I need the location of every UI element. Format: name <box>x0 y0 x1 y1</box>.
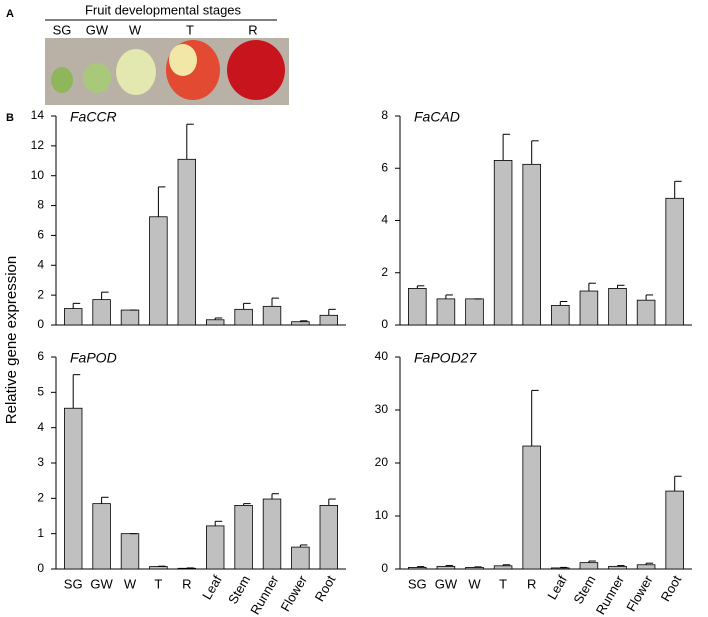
y-tick-label: 1 <box>37 526 44 540</box>
y-tick-label: 5 <box>37 385 44 399</box>
bar <box>92 299 111 326</box>
bar <box>408 567 427 570</box>
fruit-photo <box>45 38 289 105</box>
y-tick-label: 14 <box>31 108 45 122</box>
bar <box>522 445 541 570</box>
x-tick-label: T <box>499 576 507 591</box>
y-axis-label: Relative gene expression <box>3 256 20 424</box>
y-tick-label: 2 <box>37 491 44 505</box>
y-tick-label: 6 <box>381 160 388 174</box>
x-tick-label: Stem <box>225 573 253 607</box>
x-tick-label: GW <box>435 576 458 591</box>
x-tick-label: Root <box>658 572 685 604</box>
x-tick-label: Leaf <box>544 572 570 602</box>
x-tick-label: T <box>154 576 162 591</box>
x-tick-label: R <box>182 576 191 591</box>
bar <box>465 567 484 570</box>
bar <box>120 533 140 570</box>
bar <box>636 564 656 570</box>
y-tick-label: 20 <box>375 455 389 469</box>
x-tick-label: GW <box>90 576 113 591</box>
y-tick-label: 2 <box>37 287 44 301</box>
y-tick-label: 8 <box>381 108 388 122</box>
bar <box>551 305 570 326</box>
y-tick-label: 0 <box>37 317 44 331</box>
panel-a-title: Fruit developmental stages <box>85 2 242 17</box>
bar <box>319 314 339 326</box>
panel-label: B <box>6 112 14 124</box>
y-tick-label: 10 <box>31 168 45 182</box>
x-tick-label: Leaf <box>199 572 225 602</box>
bar <box>436 298 456 326</box>
bar <box>608 288 627 326</box>
y-tick-label: 8 <box>37 198 44 212</box>
y-tick-label: 3 <box>37 455 44 469</box>
y-tick-label: 30 <box>375 402 389 416</box>
stage-label: W <box>129 22 142 37</box>
bar <box>149 216 168 326</box>
bar <box>493 565 513 570</box>
bar <box>665 197 684 326</box>
y-tick-label: 40 <box>375 349 389 363</box>
bar <box>665 490 684 570</box>
bar <box>291 546 310 570</box>
bar <box>234 308 253 326</box>
y-tick-label: 10 <box>375 508 389 522</box>
bar <box>608 565 627 570</box>
y-tick-label: 0 <box>381 561 388 575</box>
stage-label: R <box>248 22 257 37</box>
x-tick-label: Stem <box>570 573 598 607</box>
chart-title: FaPOD <box>70 350 117 366</box>
x-tick-label: SG <box>408 576 427 591</box>
bar <box>291 321 310 326</box>
x-tick-label: Root <box>312 572 339 604</box>
x-tick-label: SG <box>64 576 83 591</box>
x-tick-label: Flower <box>277 572 310 614</box>
bar <box>465 298 484 326</box>
bar <box>408 288 427 326</box>
chart-title: FaPOD27 <box>414 350 477 366</box>
bar <box>63 308 83 326</box>
stage-label: SG <box>53 22 72 37</box>
bar <box>579 290 599 326</box>
x-tick-label: Flower <box>623 572 656 614</box>
x-tick-label: W <box>124 576 137 591</box>
bar <box>522 163 541 326</box>
x-tick-label: Runner <box>247 572 282 617</box>
bar <box>262 498 282 570</box>
y-tick-label: 2 <box>381 265 388 279</box>
bar <box>579 562 599 570</box>
y-tick-label: 0 <box>381 317 388 331</box>
y-tick-label: 6 <box>37 228 44 242</box>
bar <box>234 504 253 570</box>
bar <box>149 566 168 570</box>
x-tick-label: R <box>527 576 536 591</box>
stage-label: T <box>186 22 194 37</box>
chart-title: FaCAD <box>414 109 460 125</box>
bar <box>493 160 513 326</box>
bar <box>319 504 339 570</box>
y-tick-label: 6 <box>37 349 44 363</box>
bar <box>205 525 225 570</box>
y-tick-label: 12 <box>31 138 45 152</box>
bar <box>262 305 282 326</box>
bar <box>177 158 197 326</box>
bar <box>436 565 456 570</box>
bar <box>205 319 225 326</box>
y-tick-label: 4 <box>37 420 44 434</box>
x-tick-label: W <box>468 576 481 591</box>
bar <box>636 299 656 326</box>
chart-title: FaCCR <box>70 109 117 125</box>
bar <box>63 407 83 570</box>
bar <box>120 309 140 326</box>
bar <box>551 567 570 570</box>
y-tick-label: 4 <box>37 257 44 271</box>
y-tick-label: 0 <box>37 561 44 575</box>
x-tick-label: Runner <box>593 572 628 617</box>
stage-label: GW <box>86 22 109 37</box>
y-tick-label: 4 <box>381 213 388 227</box>
panel-label: A <box>6 8 14 20</box>
bar <box>92 503 111 570</box>
